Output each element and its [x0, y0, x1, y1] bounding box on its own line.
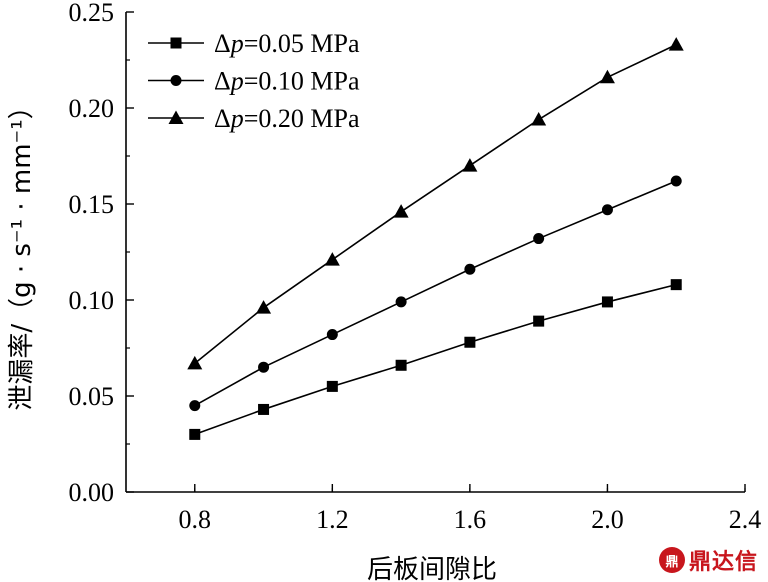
- data-point: [395, 359, 407, 371]
- data-point: [533, 315, 545, 327]
- data-point: [258, 361, 270, 373]
- x-tick-label: 2.4: [729, 505, 762, 534]
- series-2: [189, 175, 682, 412]
- x-tick-label: 0.8: [179, 505, 212, 534]
- data-point: [599, 69, 615, 84]
- watermark-text: 鼎达信: [688, 550, 758, 575]
- data-point: [670, 175, 682, 187]
- data-point: [393, 204, 409, 218]
- legend-marker: [170, 75, 182, 86]
- y-axis-title: 泄漏率/（g · s⁻¹ · mm⁻¹）: [7, 93, 37, 410]
- data-point: [187, 355, 203, 370]
- data-point: [601, 204, 613, 216]
- watermark: 鼎 鼎达信: [658, 544, 758, 576]
- data-point: [670, 279, 682, 291]
- series-line: [194, 180, 677, 407]
- series-1: [189, 279, 682, 440]
- watermark-logo-icon: 鼎: [658, 547, 685, 573]
- data-point: [464, 263, 476, 275]
- data-point: [189, 400, 201, 412]
- data-point: [531, 112, 547, 126]
- x-tick-label: 2.0: [591, 505, 624, 534]
- legend: Δp=0.05 MPa Δp=0.10 MPa Δp=0.20 MPa: [148, 29, 360, 133]
- data-point: [668, 37, 684, 51]
- series-3: [187, 37, 684, 370]
- legend-label: Δp=0.20 MPa: [214, 104, 360, 133]
- series-layer: [187, 37, 684, 440]
- data-point: [395, 296, 407, 308]
- legend-item-3: Δp=0.20 MPa: [148, 104, 360, 133]
- series-line: [194, 283, 677, 436]
- legend-label: Δp=0.05 MPa: [214, 29, 360, 58]
- data-point: [256, 300, 272, 314]
- data-point: [601, 296, 613, 308]
- x-axis-title: 后板间隙比: [367, 555, 497, 582]
- y-tick-label: 0.25: [69, 0, 115, 27]
- y-tick-label: 0.20: [69, 94, 115, 123]
- data-point: [258, 403, 270, 415]
- x-tick-label: 1.2: [316, 505, 349, 534]
- data-point: [533, 233, 545, 245]
- data-point: [326, 380, 338, 392]
- legend-label: Δp=0.10 MPa: [214, 67, 360, 96]
- data-point: [326, 329, 338, 341]
- legend-item-2: Δp=0.10 MPa: [148, 67, 360, 96]
- y-tick-label: 0.05: [69, 382, 115, 411]
- y-tick-label: 0.15: [69, 190, 115, 219]
- data-point: [464, 336, 476, 348]
- legend-item-1: Δp=0.05 MPa: [148, 29, 360, 58]
- axes: 0.8 1.2 1.6 2.0 2.4 0.00 0.05 0.10 0.15 0.20 0.25: [69, 0, 762, 534]
- data-point: [189, 428, 201, 440]
- series-line: [194, 43, 677, 364]
- data-point: [324, 252, 340, 266]
- x-tick-label: 1.6: [454, 505, 487, 534]
- y-tick-label: 0.00: [69, 478, 115, 507]
- legend-marker: [170, 37, 182, 49]
- y-tick-label: 0.10: [69, 286, 115, 315]
- data-point: [462, 158, 478, 172]
- legend-marker: [168, 110, 184, 124]
